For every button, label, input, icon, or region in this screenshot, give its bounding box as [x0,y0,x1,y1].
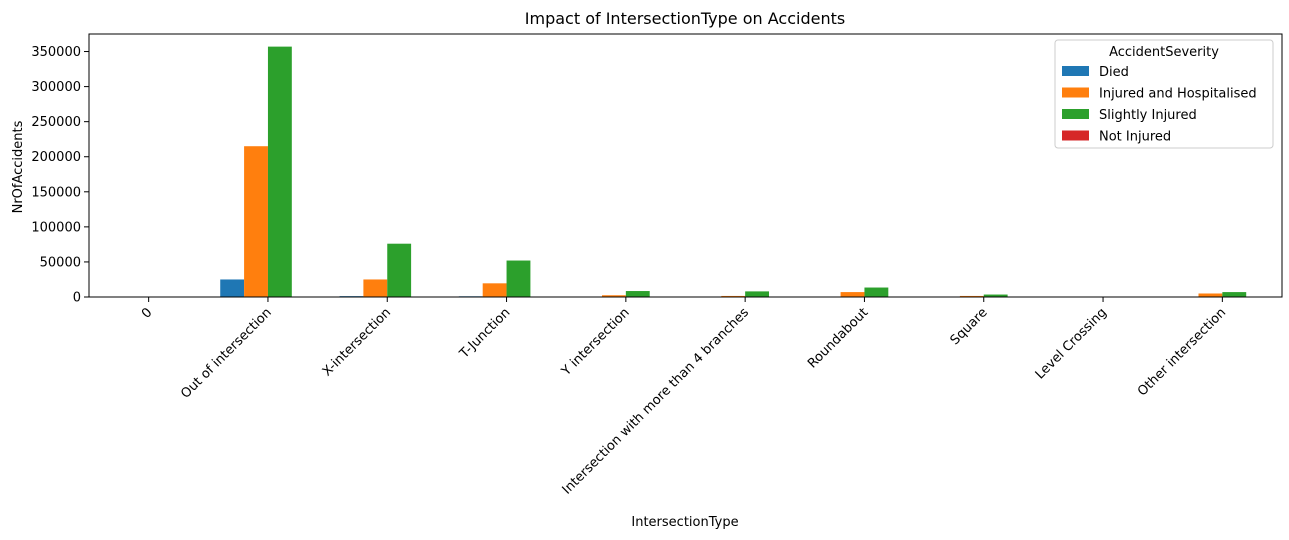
x-tick-label: Out of intersection [178,305,275,402]
y-tick-label: 100000 [31,220,81,235]
plot-frame [88,33,1283,298]
bar [244,146,268,297]
legend-swatch [1062,130,1089,141]
bar [1222,292,1247,297]
bar [625,291,650,297]
y-axis: 0 50000 100000 150000 200000 250000 300000 3500… [31,45,89,306]
bar [721,295,746,297]
bar [363,279,388,297]
x-tick-label: Roundabout [805,305,871,371]
x-tick-label: X-intersection [320,305,394,379]
bar [959,295,984,297]
legend-swatch [1062,87,1089,98]
x-tick-label: 0 [139,305,155,321]
y-tick-label: 350000 [31,45,81,60]
legend-label: Injured and Hospitalised [1099,87,1257,102]
x-tick-label: T-Junction [456,305,513,362]
x-tick-label: Other intersection [1135,305,1229,399]
x-axis-label: IntersectionType [631,515,738,530]
bar [482,283,507,297]
legend-label: Died [1099,65,1129,80]
bar [745,291,770,297]
bar [1198,293,1223,297]
legend-label: Not Injured [1099,130,1171,145]
bar [387,243,412,297]
bar [601,295,626,297]
y-tick-label: 0 [73,291,81,306]
y-tick-label: 150000 [31,185,81,200]
bar [220,279,245,297]
bar [864,287,889,297]
y-tick-label: 300000 [31,80,81,95]
legend-label: Slightly Injured [1099,108,1197,123]
bar [840,292,865,297]
x-tick-label: Y intersection [558,305,632,379]
legend-swatch [1062,66,1089,76]
x-tick-label: Square [948,305,991,348]
legend: AccidentSeverity Died Injured and Hospital… [1054,39,1274,149]
y-axis-label: NrOfAccidents [11,120,26,213]
bar [506,260,531,297]
legend-swatch [1062,109,1089,119]
x-axis: 0 Out of intersection X-intersection T-Junc… [139,297,1229,498]
bar [267,46,292,298]
y-tick-label: 200000 [31,150,81,165]
legend-title: AccidentSeverity [1109,45,1219,60]
y-tick-label: 250000 [31,115,81,130]
legend-box [1054,39,1274,149]
x-tick-label: Level Crossing [1033,305,1110,382]
y-tick-label: 50000 [40,255,81,270]
x-tick-label: Intersection with more than 4 branches [560,305,753,498]
bar [983,294,1008,297]
chart-title: Impact of IntersectionType on Accidents [525,9,845,28]
